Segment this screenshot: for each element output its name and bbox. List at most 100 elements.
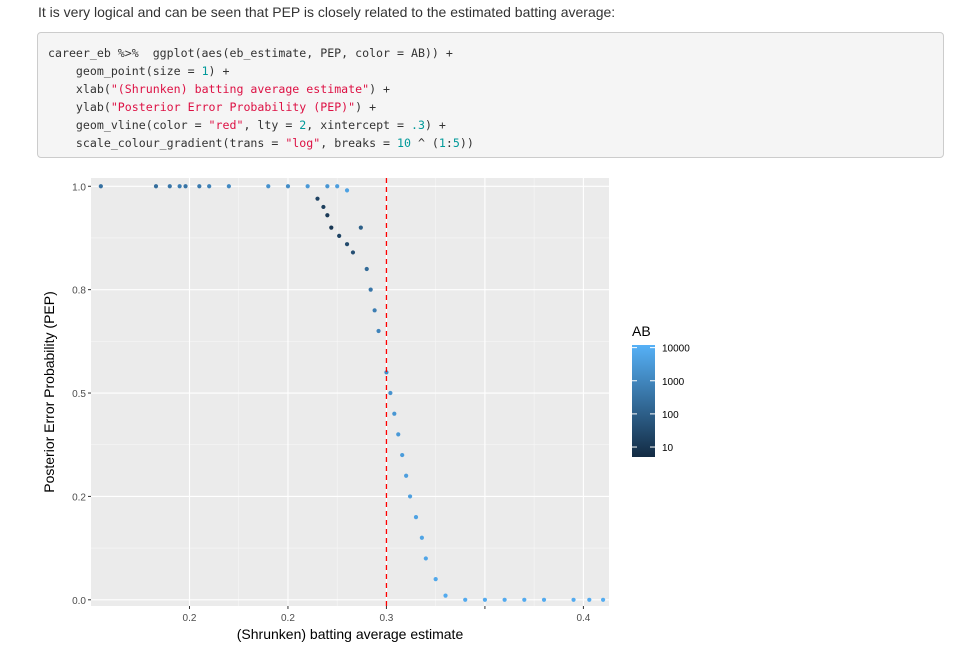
- code-token: "Posterior Error Probability (PEP)": [110, 100, 356, 114]
- legend-break-label: 10: [662, 443, 674, 454]
- code-token: , lty =: [243, 118, 300, 132]
- data-point: [400, 452, 405, 458]
- code-line: career_eb %>% ggplot(aes(eb_estimate, PE…: [48, 44, 943, 62]
- data-point: [358, 225, 363, 230]
- data-point: [305, 184, 310, 189]
- legend-break-label: 1000: [662, 377, 685, 388]
- code-line: scale_colour_gradient(trans = "log", bre…: [48, 134, 943, 152]
- code-token: geom_point(size =: [48, 64, 202, 78]
- x-tick-label: 0.3: [379, 613, 393, 624]
- y-axis-ticks: 0.0 0.2 0.5 0.8 1.0: [72, 182, 91, 607]
- code-token: "(Shrunken) batting average estimate": [110, 82, 370, 96]
- data-point: [419, 535, 424, 540]
- data-point: [337, 233, 342, 238]
- data-point: [98, 184, 103, 189]
- x-tick-label: 0.2: [281, 613, 295, 624]
- data-point: [396, 432, 401, 437]
- data-point: [463, 597, 468, 602]
- code-token: scale_colour_gradient(trans =: [48, 136, 286, 150]
- intro-paragraph: It is very logical and can be seen that …: [38, 4, 616, 20]
- code-token: ) +: [369, 82, 391, 96]
- y-tick-label: 0.8: [72, 286, 86, 297]
- y-tick-label: 0.5: [72, 389, 86, 400]
- data-point: [384, 370, 389, 375]
- code-line: xlab("(Shrunken) batting average estimat…: [48, 80, 943, 98]
- x-axis-label: (Shrunken) batting average estimate: [237, 626, 464, 642]
- legend-break-label: 10000: [662, 344, 690, 355]
- code-token: 1: [201, 64, 209, 78]
- code-line: geom_point(size = 1) +: [48, 62, 943, 80]
- data-point: [388, 390, 393, 396]
- data-point: [541, 597, 547, 602]
- code-line: ylab("Posterior Error Probability (PEP)"…: [48, 98, 943, 116]
- code-token: career_eb %>% ggplot(aes(eb_estimate, PE…: [48, 46, 453, 60]
- code-line: geom_vline(color = "red", lty = 2, xinte…: [48, 116, 943, 134]
- code-token: , xintercept =: [306, 118, 411, 132]
- code-token: 1: [438, 136, 446, 150]
- code-token: ) +: [424, 118, 446, 132]
- data-point: [587, 597, 592, 602]
- code-token: ylab(: [48, 100, 111, 114]
- data-point: [423, 556, 428, 561]
- data-point: [183, 184, 188, 189]
- data-point: [177, 184, 182, 189]
- plot-panel: [91, 178, 609, 606]
- legend-break-label: 100: [662, 410, 679, 421]
- data-point: [522, 597, 527, 602]
- legend-title: AB: [632, 323, 651, 339]
- data-point: [315, 196, 320, 201]
- data-points: [98, 184, 606, 602]
- code-token: "log": [285, 136, 321, 150]
- data-point: [344, 188, 350, 193]
- code-token: ) +: [355, 100, 377, 114]
- data-point: [392, 411, 397, 416]
- y-tick-label: 1.0: [72, 182, 86, 193]
- data-point: [226, 184, 231, 189]
- data-point: [372, 308, 377, 313]
- code-token: 2: [299, 118, 307, 132]
- data-point: [325, 213, 330, 218]
- code-token: 5: [452, 136, 460, 150]
- data-point: [482, 597, 488, 602]
- data-point: [344, 242, 350, 247]
- grid-lines: [91, 178, 609, 606]
- data-point: [368, 287, 373, 292]
- data-point: [404, 473, 409, 478]
- data-point: [207, 184, 212, 189]
- x-axis-ticks: 0.2 0.2 0.3 0.4: [183, 606, 591, 624]
- data-point: [285, 184, 291, 189]
- color-legend: AB 10000 1000 100 10: [632, 323, 690, 457]
- code-token: xlab(: [48, 82, 111, 96]
- data-point: [407, 494, 413, 499]
- data-point: [329, 225, 334, 230]
- data-point: [600, 597, 606, 602]
- scatter-plot: 0.0 0.2 0.5 0.8 1.0 0.2 0.2 0.3 0.4 (Shrunken) …: [41, 178, 690, 642]
- code-token: "red": [208, 118, 244, 132]
- data-point: [413, 514, 419, 520]
- data-point: [376, 328, 381, 334]
- data-point: [321, 204, 326, 210]
- data-point: [197, 184, 202, 189]
- code-token: ) +: [208, 64, 230, 78]
- data-point: [167, 184, 172, 189]
- code-token: 10: [397, 136, 411, 150]
- x-tick-label: 0.2: [183, 613, 197, 624]
- y-axis-label: Posterior Error Probability (PEP): [41, 291, 57, 493]
- code-token: .3: [410, 118, 425, 132]
- data-point: [335, 184, 340, 189]
- code-block: career_eb %>% ggplot(aes(eb_estimate, PE…: [37, 32, 944, 158]
- legend-colorbar: [632, 345, 655, 457]
- data-point: [266, 184, 271, 189]
- y-tick-label: 0.2: [72, 492, 86, 503]
- data-point: [433, 577, 438, 582]
- y-tick-label: 0.0: [72, 596, 86, 607]
- data-point: [443, 593, 448, 598]
- data-point: [571, 597, 576, 602]
- x-tick-label: 0.4: [576, 613, 590, 624]
- data-point: [325, 184, 330, 189]
- data-point: [364, 266, 369, 272]
- data-point: [153, 184, 159, 189]
- code-token: geom_vline(color =: [48, 118, 209, 132]
- code-token: ^ (: [410, 136, 439, 150]
- code-token: , breaks =: [320, 136, 398, 150]
